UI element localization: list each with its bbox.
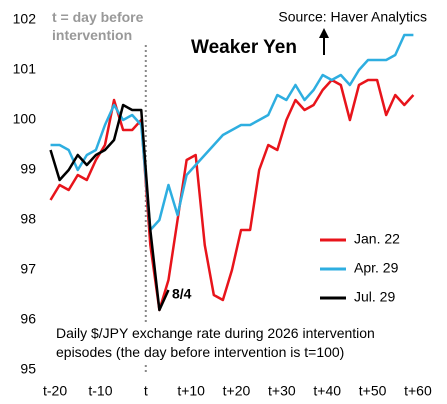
x-tick-label: t+30 xyxy=(268,383,296,399)
y-tick-label: 101 xyxy=(13,61,37,77)
y-tick-label: 95 xyxy=(20,361,36,377)
series-line xyxy=(50,33,414,232)
y-tick-label: 99 xyxy=(20,161,36,177)
y-tick-label: 98 xyxy=(20,211,36,227)
source: Source: Haver Analytics xyxy=(278,9,427,25)
x-tick-label: t+60 xyxy=(404,383,432,399)
x-tick-label: t+20 xyxy=(223,383,251,399)
series-line xyxy=(49,78,415,312)
x-tick-label: t+40 xyxy=(313,383,341,399)
y-tick-label: 96 xyxy=(20,311,36,327)
marker-note: t = day before intervention xyxy=(52,8,150,44)
x-tick-label: t xyxy=(144,383,148,399)
y-tick-label: 102 xyxy=(13,11,37,27)
arrow-head xyxy=(319,28,329,38)
series-line xyxy=(49,103,170,312)
direction-label: Weaker Yen xyxy=(191,37,297,58)
y-tick-label: 97 xyxy=(20,261,36,277)
legend-label: Jul. 29 xyxy=(354,289,395,305)
x-tick-label: t+50 xyxy=(359,383,387,399)
y-tick-label: 100 xyxy=(13,111,37,127)
x-tick-label: t+10 xyxy=(177,383,205,399)
note: Daily $/JPY exchange rate during 2026 in… xyxy=(56,324,386,362)
point-label: 8/4 xyxy=(172,286,192,302)
legend-label: Apr. 29 xyxy=(354,260,399,276)
x-tick-label: t-20 xyxy=(43,383,67,399)
legend-label: Jan. 22 xyxy=(354,231,400,247)
x-tick-label: t-10 xyxy=(88,383,112,399)
